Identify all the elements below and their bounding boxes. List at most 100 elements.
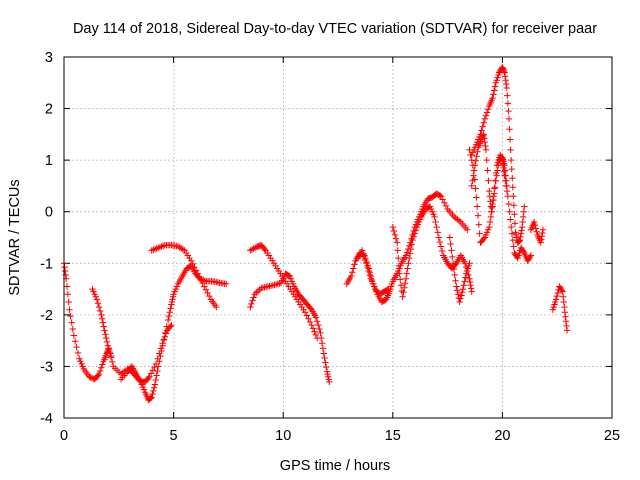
grid	[64, 57, 612, 418]
data-point	[501, 69, 508, 76]
data-point	[192, 267, 200, 274]
data-point	[323, 363, 330, 371]
data-point	[480, 119, 487, 126]
data-point	[318, 334, 325, 342]
series-segment-mid-arc-4	[446, 234, 473, 306]
data-point	[502, 77, 509, 84]
data-point	[458, 292, 465, 299]
data-point	[322, 359, 329, 366]
data-point	[448, 247, 455, 254]
data-point	[560, 293, 567, 301]
data-point	[272, 281, 280, 288]
data-point	[100, 323, 107, 330]
data-point	[410, 233, 417, 241]
data-point	[470, 167, 478, 174]
data-point	[150, 384, 158, 391]
data-point	[206, 292, 213, 300]
data-point	[461, 278, 468, 285]
data-point	[503, 182, 510, 190]
data-point	[538, 236, 545, 243]
data-point	[505, 107, 512, 115]
data-point	[317, 329, 324, 337]
data-point	[553, 292, 561, 300]
data-point	[402, 252, 410, 259]
data-point	[94, 372, 102, 379]
data-point	[432, 218, 439, 226]
data-point	[502, 172, 509, 179]
data-point	[486, 218, 494, 226]
data-point	[507, 156, 515, 164]
data-point	[457, 295, 464, 302]
data-point	[505, 115, 513, 123]
series-segment-lower-arc-4	[247, 270, 333, 386]
data-point	[436, 192, 444, 199]
data-point	[312, 331, 320, 339]
data-point	[436, 238, 444, 246]
data-point	[403, 270, 410, 277]
data-point	[402, 275, 410, 282]
series-segment-upper-arc-2	[247, 242, 321, 342]
data-point	[361, 253, 368, 261]
x-tick-label: 5	[170, 428, 178, 444]
data-point	[460, 282, 467, 289]
data-point	[498, 155, 505, 162]
data-point	[559, 288, 566, 295]
data-point	[384, 286, 391, 293]
data-point	[480, 131, 487, 138]
data-point	[213, 303, 220, 311]
data-point	[399, 293, 406, 301]
data-point	[223, 280, 230, 288]
data-point	[464, 226, 471, 233]
data-point	[74, 349, 82, 357]
data-point	[274, 280, 281, 288]
data-point	[486, 187, 493, 195]
data-point	[153, 372, 160, 379]
data-point	[456, 298, 463, 306]
data-point	[199, 280, 206, 287]
data-point	[501, 167, 509, 174]
data-point	[412, 227, 420, 234]
data-point	[521, 203, 528, 210]
data-point	[204, 289, 211, 297]
data-point	[196, 273, 203, 281]
data-point	[510, 193, 517, 200]
data-point	[552, 296, 560, 303]
data-point	[101, 327, 108, 334]
data-point	[561, 309, 569, 316]
data-point	[504, 193, 512, 200]
data-point	[472, 157, 480, 164]
axis-ticks	[63, 56, 613, 419]
data-point	[520, 248, 527, 255]
data-point	[251, 291, 258, 298]
data-point	[509, 236, 517, 244]
data-point	[538, 233, 546, 240]
data-point	[87, 374, 94, 381]
data-point	[406, 250, 414, 257]
y-tick-label: 3	[45, 50, 53, 66]
data-point	[202, 286, 210, 293]
data-point	[474, 148, 481, 155]
y-tick-label: -1	[40, 256, 53, 272]
data-point	[98, 364, 105, 371]
data-point	[247, 303, 254, 311]
series-segment-late-cluster	[527, 218, 547, 246]
data-point	[308, 321, 315, 329]
data-point	[526, 253, 534, 261]
data-point	[391, 231, 399, 239]
data-point	[98, 311, 105, 319]
data-point	[307, 305, 314, 312]
data-point	[449, 253, 456, 261]
data-point	[506, 208, 513, 215]
data-point	[490, 190, 498, 197]
data-point	[507, 223, 515, 231]
data-point	[481, 135, 488, 142]
data-point	[305, 315, 312, 322]
data-point	[562, 313, 569, 320]
data-point	[508, 230, 516, 237]
data-point	[146, 373, 153, 380]
y-tick-label: 1	[45, 153, 53, 169]
data-point	[365, 267, 372, 275]
series-segment-upper-arc-1	[148, 242, 220, 311]
data-point	[396, 276, 404, 283]
data-point	[154, 355, 161, 362]
